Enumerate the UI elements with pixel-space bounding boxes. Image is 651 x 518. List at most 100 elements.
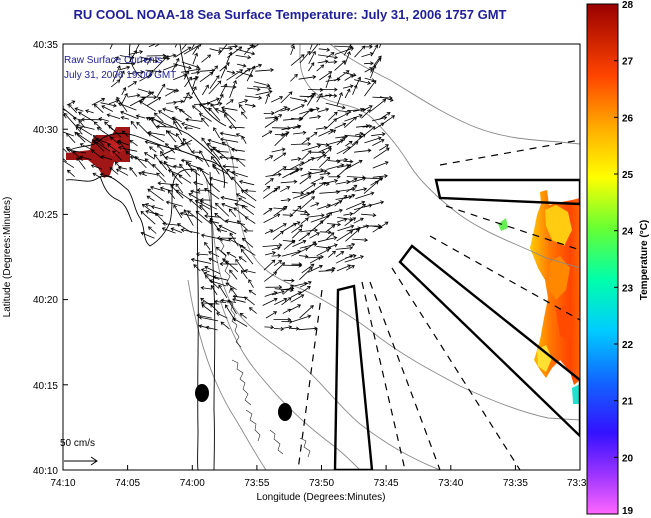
- current-vector: [210, 156, 220, 168]
- current-vector-head: [385, 144, 389, 148]
- current-vector-head: [146, 195, 151, 200]
- current-vector-head: [124, 92, 128, 97]
- current-vector-head: [300, 104, 305, 108]
- current-vector: [144, 152, 156, 160]
- current-vector-head: [288, 325, 293, 330]
- current-vector: [226, 99, 234, 105]
- current-vector: [220, 132, 237, 137]
- current-vector-head: [193, 264, 198, 268]
- current-vector-head: [176, 223, 181, 227]
- current-vector-head: [228, 238, 233, 242]
- current-vector-head: [380, 139, 385, 143]
- current-vector-head: [104, 121, 108, 126]
- current-vector: [290, 205, 301, 216]
- current-vector: [63, 109, 67, 111]
- current-vector-head: [279, 96, 284, 100]
- current-vector: [199, 316, 219, 322]
- current-vector-head: [187, 210, 191, 215]
- current-vector: [201, 234, 218, 239]
- current-vector: [63, 113, 67, 119]
- current-vector: [263, 213, 280, 223]
- current-vector-head: [193, 76, 198, 81]
- current-vector-head: [319, 92, 323, 97]
- current-vector-head: [327, 230, 332, 235]
- current-vector-head: [338, 91, 343, 96]
- current-vector-head: [325, 107, 330, 112]
- coastline: [65, 44, 233, 470]
- current-vector: [196, 253, 209, 256]
- current-vector: [204, 188, 220, 200]
- current-vector-head: [312, 92, 316, 97]
- y-tick-label: 40:20: [33, 295, 58, 306]
- current-vector-head: [304, 209, 308, 214]
- current-vector-head: [324, 59, 329, 64]
- current-vector: [201, 269, 210, 273]
- current-vector-head: [203, 271, 208, 276]
- current-vector: [281, 125, 301, 131]
- current-vector: [343, 160, 353, 163]
- current-vector-head: [346, 88, 351, 93]
- current-vector-head: [172, 53, 177, 58]
- current-vector-head: [317, 144, 322, 149]
- current-vector: [91, 149, 103, 159]
- current-vector-head: [196, 167, 201, 171]
- colorbar-tick-label: 26: [622, 113, 634, 124]
- current-vector: [234, 203, 248, 208]
- current-vector: [225, 282, 237, 291]
- current-vector-head: [129, 166, 134, 171]
- current-vector-head: [300, 191, 305, 196]
- current-vector: [136, 122, 149, 135]
- current-vector: [335, 181, 350, 185]
- current-vector-head: [333, 93, 338, 98]
- current-vector: [280, 186, 290, 193]
- current-vector: [94, 104, 104, 113]
- current-vector: [179, 108, 192, 119]
- current-vector: [300, 108, 312, 119]
- current-vector-head: [204, 188, 208, 192]
- current-vector: [122, 130, 129, 138]
- current-vector-head: [147, 90, 152, 95]
- current-vector-head: [269, 229, 274, 234]
- current-vector: [199, 69, 215, 72]
- current-vector-head: [379, 177, 384, 181]
- current-vector: [379, 96, 394, 101]
- current-vector-head: [170, 227, 175, 232]
- current-vector-head: [276, 186, 281, 190]
- current-vector-head: [162, 107, 167, 112]
- current-vector-head: [125, 151, 130, 155]
- current-vector-head: [189, 198, 193, 203]
- current-vector: [355, 125, 369, 128]
- current-vector: [363, 180, 379, 194]
- current-vector-head: [213, 299, 218, 304]
- current-vector: [308, 51, 316, 64]
- current-vector: [119, 55, 134, 59]
- current-vector: [283, 240, 296, 250]
- current-vector-head: [173, 204, 177, 209]
- current-vector-head: [300, 54, 305, 58]
- current-vector: [206, 326, 218, 331]
- current-vector: [181, 44, 187, 50]
- current-vector: [140, 211, 156, 225]
- current-vector-head: [147, 56, 152, 61]
- current-vector-head: [286, 107, 291, 112]
- current-vector-head: [226, 251, 231, 256]
- current-vector: [167, 130, 176, 136]
- current-vector: [379, 144, 389, 151]
- current-vector: [271, 255, 281, 257]
- current-vector-head: [79, 143, 84, 147]
- current-vector: [232, 317, 248, 327]
- current-vector: [361, 52, 374, 58]
- current-vector-head: [149, 146, 153, 151]
- current-vector: [209, 177, 228, 184]
- current-vector: [93, 140, 111, 152]
- current-vector-head: [115, 168, 120, 173]
- current-vector-head: [242, 63, 247, 68]
- current-vector: [319, 212, 332, 225]
- current-vector-head: [350, 224, 355, 229]
- current-vector-head: [92, 140, 97, 144]
- current-vector-head: [59, 158, 62, 161]
- current-vector-head: [219, 131, 224, 136]
- current-vector-head: [106, 113, 111, 118]
- current-vector: [298, 255, 308, 258]
- current-vector: [336, 264, 351, 272]
